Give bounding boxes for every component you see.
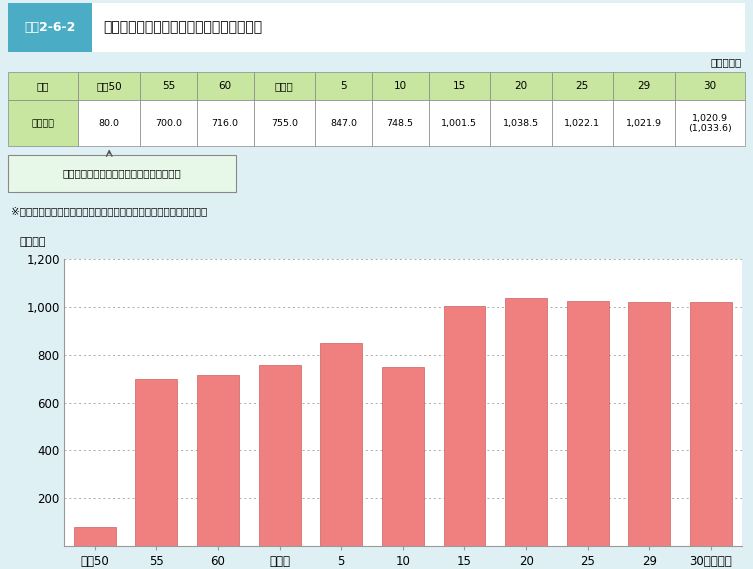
- Text: ※（　）内は，子ども・子育て支援新制度への移行分等を含めた金額: ※（ ）内は，子ども・子育て支援新制度への移行分等を含めた金額: [11, 206, 208, 216]
- Bar: [140, 100, 197, 146]
- Text: 1,038.5: 1,038.5: [503, 119, 539, 128]
- Bar: [259, 365, 300, 546]
- Text: 25: 25: [575, 81, 589, 91]
- Text: 補助金額: 補助金額: [32, 119, 54, 128]
- Bar: [140, 72, 197, 100]
- Bar: [428, 72, 490, 100]
- Bar: [197, 72, 254, 100]
- Text: 5: 5: [340, 81, 346, 91]
- Bar: [551, 100, 613, 146]
- Bar: [78, 100, 140, 146]
- Text: 716.0: 716.0: [212, 119, 239, 128]
- Bar: [8, 72, 78, 100]
- Bar: [567, 302, 608, 546]
- Bar: [315, 72, 372, 100]
- Bar: [74, 527, 116, 546]
- Text: 私立学校振興助成法成立・補助金制度創設: 私立学校振興助成法成立・補助金制度創設: [62, 168, 181, 179]
- Text: 平成元: 平成元: [275, 81, 294, 91]
- Bar: [444, 307, 486, 546]
- Text: 30: 30: [703, 81, 717, 91]
- Text: 29: 29: [637, 81, 651, 91]
- Bar: [628, 302, 670, 546]
- Text: 私立高等学校等経常費助成費等補助の推移: 私立高等学校等経常費助成費等補助の推移: [103, 20, 263, 35]
- Text: 847.0: 847.0: [330, 119, 357, 128]
- Bar: [382, 367, 424, 546]
- Bar: [690, 302, 732, 546]
- Bar: [8, 100, 78, 146]
- Bar: [372, 72, 428, 100]
- Bar: [315, 100, 372, 146]
- Bar: [320, 344, 362, 546]
- Bar: [505, 298, 547, 546]
- Text: 20: 20: [514, 81, 527, 91]
- Text: 1,001.5: 1,001.5: [441, 119, 477, 128]
- Text: 755.0: 755.0: [271, 119, 297, 128]
- Text: 1,021.9: 1,021.9: [626, 119, 662, 128]
- Bar: [613, 100, 675, 146]
- Bar: [675, 72, 745, 100]
- Bar: [136, 378, 178, 546]
- Bar: [197, 100, 254, 146]
- Bar: [551, 72, 613, 100]
- Bar: [490, 72, 551, 100]
- Text: 1,022.1: 1,022.1: [564, 119, 600, 128]
- Text: 年度: 年度: [37, 81, 49, 91]
- Text: 80.0: 80.0: [99, 119, 120, 128]
- Text: 10: 10: [394, 81, 407, 91]
- Bar: [254, 100, 315, 146]
- Bar: [372, 100, 428, 146]
- Bar: [254, 72, 315, 100]
- Bar: [93, 3, 745, 52]
- Bar: [490, 100, 551, 146]
- Bar: [675, 100, 745, 146]
- Text: 700.0: 700.0: [155, 119, 182, 128]
- Text: 15: 15: [453, 81, 466, 91]
- Bar: [8, 3, 93, 52]
- Bar: [428, 100, 490, 146]
- Text: 1,020.9
(1,033.6): 1,020.9 (1,033.6): [688, 114, 732, 133]
- FancyBboxPatch shape: [8, 155, 236, 192]
- Text: 図表2-6-2: 図表2-6-2: [24, 21, 75, 34]
- Text: 748.5: 748.5: [386, 119, 413, 128]
- Text: （億円）: （億円）: [20, 237, 47, 248]
- Text: 55: 55: [162, 81, 175, 91]
- Bar: [78, 72, 140, 100]
- Bar: [197, 375, 239, 546]
- Text: 昭和50: 昭和50: [96, 81, 122, 91]
- Text: 60: 60: [218, 81, 232, 91]
- Bar: [613, 72, 675, 100]
- Text: 単位：億円: 単位：億円: [711, 57, 742, 67]
